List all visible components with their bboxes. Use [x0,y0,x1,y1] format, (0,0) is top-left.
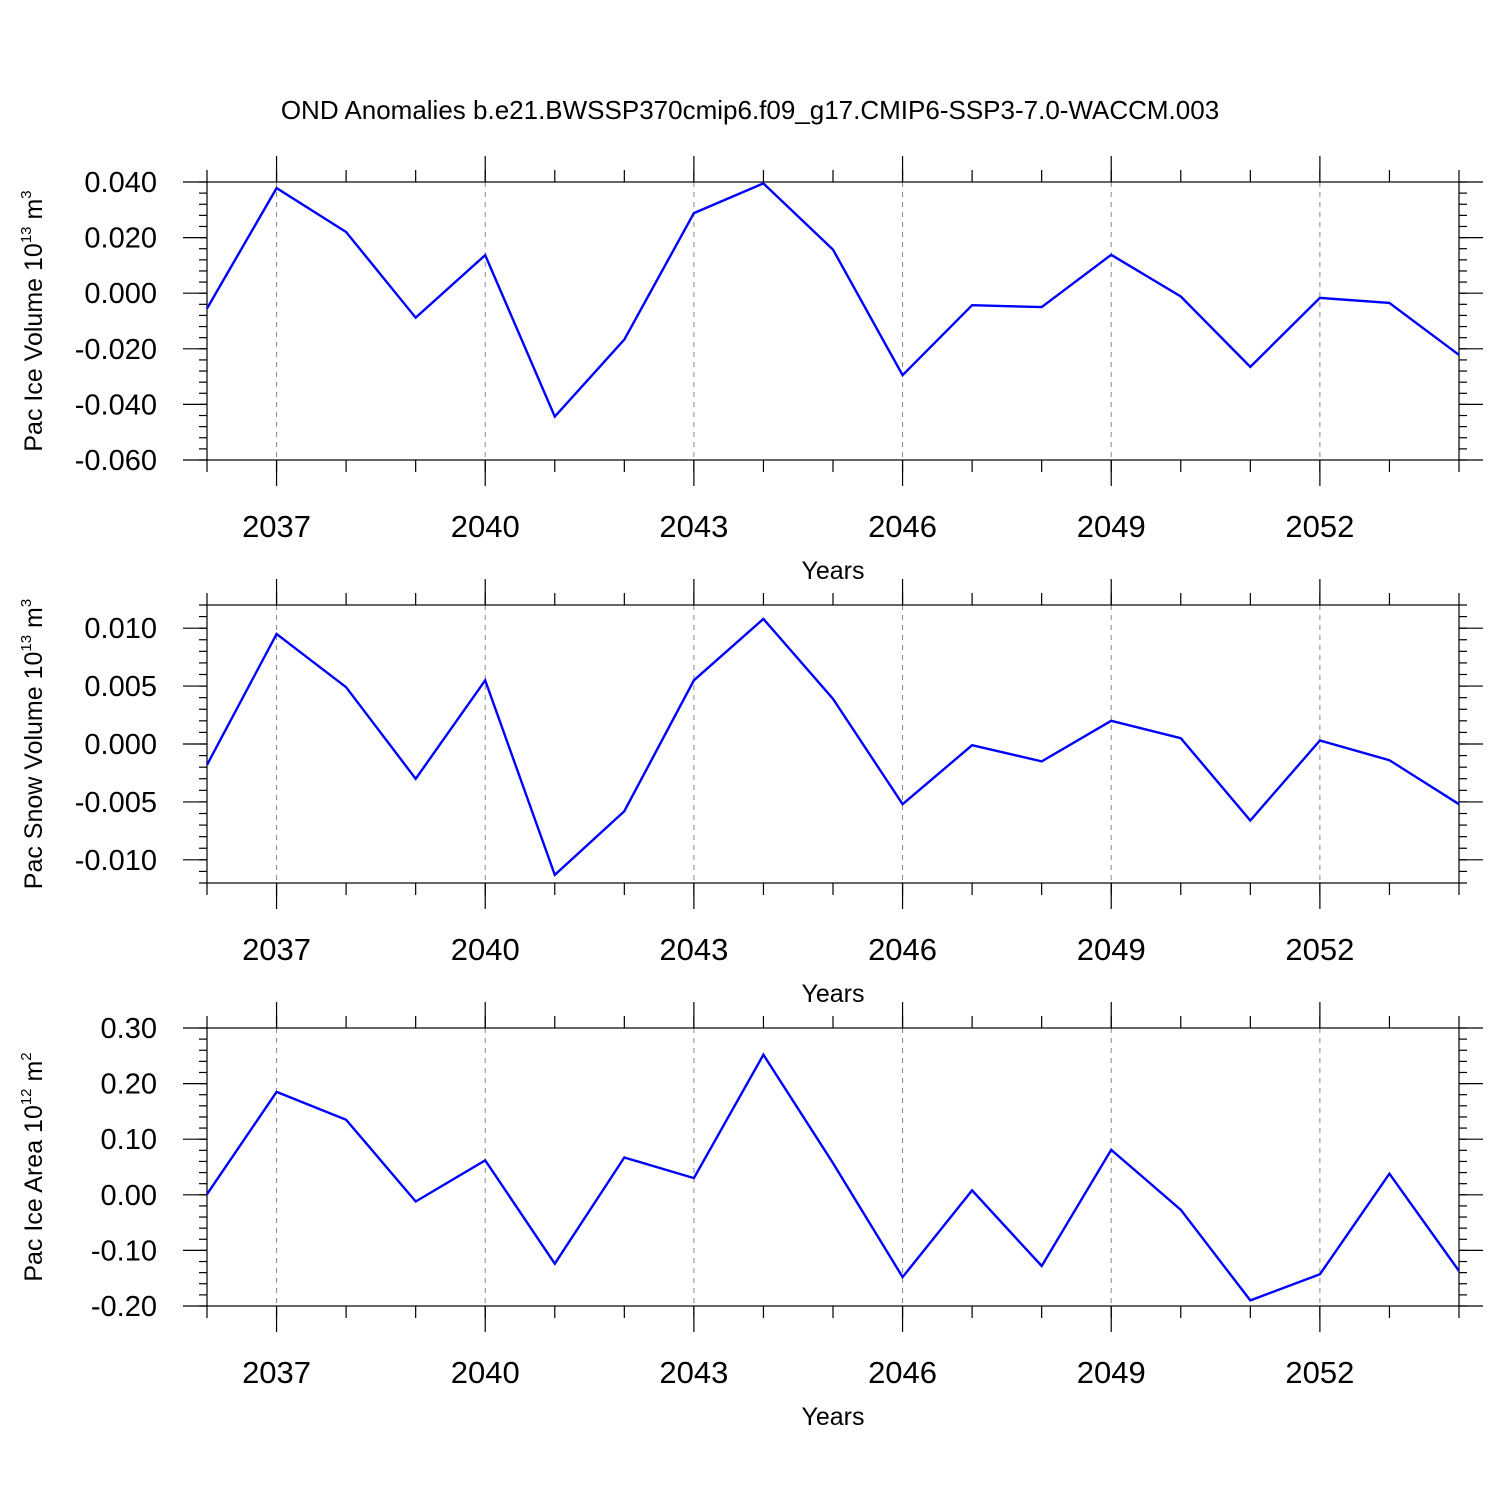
x-tick-label: 2037 [242,1355,311,1390]
y-axis-label: Pac Ice Volume 1013 m3 [18,190,48,451]
x-tick-label: 2046 [868,509,937,544]
panel-2: 0.010 0.005 0.000 -0.005 -0.010 2037 2040 2043 2… [18,579,1483,1008]
panels: 0.040 0.020 0.000 -0.020 -0.040 -0.060 2037 204… [18,156,1483,1431]
x-tick-label: 2046 [868,1355,937,1390]
y-tick-label: -0.20 [91,1291,157,1323]
panel-3: 0.30 0.20 0.10 0.00 -0.10 -0.20 2037 2040 2043 20… [18,1002,1483,1431]
y-tick-label: -0.020 [75,334,157,366]
x-tick-label: 2037 [242,932,311,967]
y-tick-label: 0.00 [101,1180,157,1212]
x-tick-label: 2052 [1285,932,1354,967]
x-tick-label: 2046 [868,932,937,967]
plot-frame [206,181,1460,461]
x-axis-label: Years [801,557,864,585]
x-tick-label: 2040 [451,932,520,967]
x-tick-label: 2049 [1077,1355,1146,1390]
y-tick-label: -0.040 [75,389,157,421]
y-tick-label: -0.005 [75,787,157,819]
x-axis-label: Years [801,980,864,1008]
y-tick-label: 0.30 [101,1013,157,1045]
series-line-1 [205,181,1460,419]
plot-frame [206,604,1460,884]
plot-frame [206,1027,1460,1307]
chart-title: OND Anomalies b.e21.BWSSP370cmip6.f09_g1… [281,95,1219,125]
x-axis-label: Years [801,1403,864,1431]
x-tick-label: 2043 [659,1355,728,1390]
y-tick-label: 0.10 [101,1124,157,1156]
x-tick-label: 2049 [1077,932,1146,967]
y-tick-label: 0.20 [101,1069,157,1101]
x-tick-label: 2037 [242,509,311,544]
y-axis-label: Pac Snow Volume 1013 m3 [18,599,48,889]
y-tick-label: 0.020 [84,223,157,255]
x-tick-label: 2052 [1285,1355,1354,1390]
series-line-2 [205,617,1460,878]
x-tick-label: 2043 [659,509,728,544]
y-axis-label: Pac Ice Area 1012 m2 [18,1052,48,1281]
y-tick-label: -0.010 [75,845,157,877]
y-tick-label: 0.040 [84,167,157,199]
x-tick-label: 2040 [451,509,520,544]
y-tick-label: 0.000 [84,729,157,761]
y-tick-label: -0.060 [75,445,157,477]
panel-1: 0.040 0.020 0.000 -0.020 -0.040 -0.060 2037 204… [18,156,1483,585]
x-tick-label: 2052 [1285,509,1354,544]
series-line-3 [206,1052,1460,1302]
y-tick-label: 0.005 [84,671,157,703]
x-tick-label: 2049 [1077,509,1146,544]
x-tick-label: 2040 [451,1355,520,1390]
y-tick-label: 0.000 [84,278,157,310]
x-tick-label: 2043 [659,932,728,967]
y-tick-label: -0.10 [91,1235,157,1267]
y-tick-label: 0.010 [84,613,157,645]
